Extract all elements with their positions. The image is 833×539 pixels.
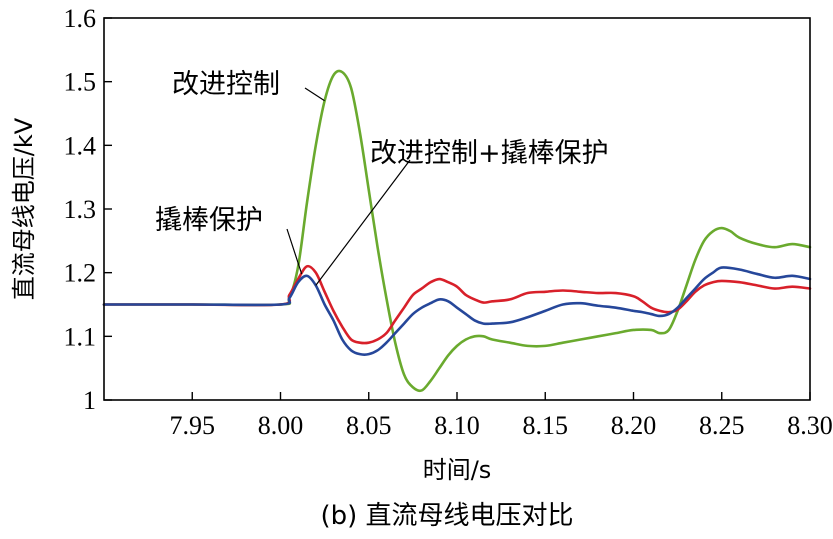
annotation-crowbar-leader	[286, 228, 303, 275]
x-tick-label: 8.30	[787, 411, 833, 440]
annotation-improved-control-leader	[304, 87, 325, 102]
x-tick-label: 8.20	[611, 411, 657, 440]
figure-caption: (b) 直流母线电压对比	[320, 501, 573, 531]
annotation-improved-plus-crowbar-label: 改进控制+撬棒保护	[370, 138, 609, 169]
x-tick-label: 8.25	[699, 411, 745, 440]
x-axis-label: 时间/s	[423, 456, 492, 484]
y-tick-label: 1.6	[64, 4, 97, 33]
annotation-improved-plus-crowbar-leader	[315, 159, 411, 286]
series-line-crowbar	[102, 264, 812, 345]
y-tick-label: 1.2	[64, 259, 97, 288]
y-tick-label: 1	[83, 386, 96, 415]
y-tick-label: 1.1	[64, 322, 97, 351]
y-tick-label: 1.5	[64, 68, 97, 97]
plot-frame	[103, 17, 811, 401]
x-tick-label: 8.10	[434, 411, 480, 440]
series-lines	[102, 69, 812, 393]
axis-tick-labels: 7.95 8.00 8.05 8.10 8.15 8.20 8.25 8.30 1 1.1 1.2 1…	[64, 4, 833, 440]
x-tick-label: 8.00	[258, 411, 304, 440]
y-tick-label: 1.3	[64, 195, 97, 224]
series-line-improved-control	[102, 69, 812, 393]
x-tick-label: 7.95	[170, 411, 216, 440]
y-tick-label: 1.4	[64, 131, 97, 160]
y-axis-label: 直流母线电压/kV	[10, 117, 38, 300]
annotation-crowbar-label: 撬棒保护	[155, 205, 263, 236]
series-line-improved-plus-crowbar	[102, 266, 812, 356]
x-tick-label: 8.05	[346, 411, 392, 440]
annotation-improved-control-label: 改进控制	[172, 69, 280, 100]
x-tick-label: 8.15	[523, 411, 569, 440]
